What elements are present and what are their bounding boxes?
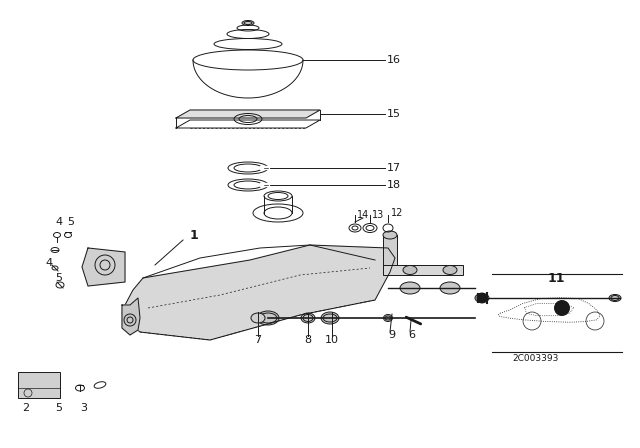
Circle shape: [554, 300, 570, 316]
Text: 5: 5: [55, 273, 62, 283]
Ellipse shape: [383, 314, 392, 322]
Ellipse shape: [609, 294, 621, 302]
Text: 17: 17: [387, 163, 401, 173]
Ellipse shape: [321, 312, 339, 324]
Ellipse shape: [383, 231, 397, 239]
Text: 1: 1: [190, 228, 199, 241]
Text: 15: 15: [387, 109, 401, 119]
Text: 7: 7: [255, 335, 262, 345]
Text: 4: 4: [55, 217, 62, 227]
Text: 9: 9: [388, 330, 395, 340]
Text: 3: 3: [80, 403, 87, 413]
Ellipse shape: [400, 282, 420, 294]
Text: 2C003393: 2C003393: [512, 353, 558, 362]
Text: 4: 4: [45, 258, 52, 268]
Polygon shape: [122, 245, 395, 340]
Ellipse shape: [403, 266, 417, 275]
Text: 18: 18: [387, 180, 401, 190]
Ellipse shape: [257, 311, 279, 325]
Text: 8: 8: [305, 335, 312, 345]
Ellipse shape: [475, 293, 489, 302]
Bar: [383, 235, 397, 270]
Text: 14: 14: [357, 210, 369, 220]
Text: 6: 6: [408, 330, 415, 340]
Polygon shape: [176, 110, 320, 118]
Text: 2: 2: [22, 403, 29, 413]
Circle shape: [477, 293, 487, 303]
Ellipse shape: [440, 282, 460, 294]
Ellipse shape: [242, 21, 254, 26]
Ellipse shape: [251, 313, 265, 323]
Text: 16: 16: [387, 55, 401, 65]
Polygon shape: [122, 298, 140, 335]
Text: 5: 5: [55, 403, 62, 413]
Text: 12: 12: [391, 208, 403, 218]
Ellipse shape: [443, 266, 457, 275]
Text: 10: 10: [325, 335, 339, 345]
Text: 5: 5: [67, 217, 74, 227]
Text: 13: 13: [372, 210, 384, 220]
Bar: [383, 265, 463, 275]
Bar: [18, 372, 60, 398]
Polygon shape: [82, 248, 125, 286]
Ellipse shape: [301, 313, 315, 323]
Text: 11: 11: [548, 271, 566, 284]
